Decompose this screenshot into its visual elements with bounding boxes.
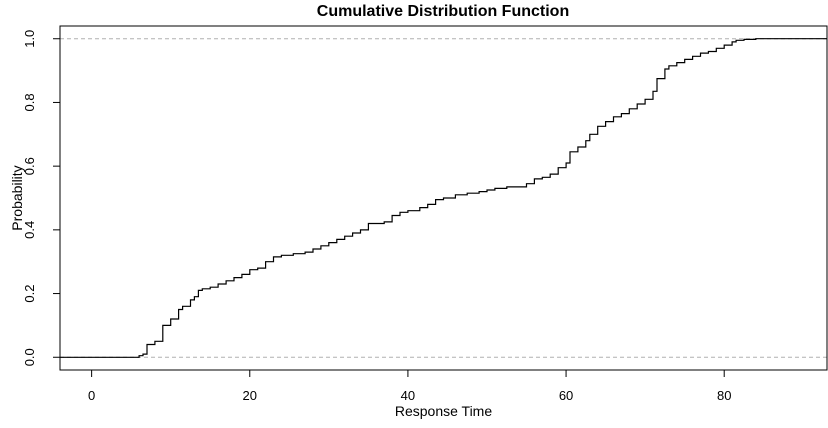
chart-title: Cumulative Distribution Function [317,3,569,20]
plot-frame [59,25,828,371]
cdf-step-line [60,38,827,358]
y-axis: 0.0 0.2 0.4 0.6 0.8 1.0 [22,30,60,366]
y-tick-label: 1.0 [22,30,37,48]
x-axis-label: Response Time [395,403,492,419]
x-axis: 0 20 40 60 80 [88,370,731,403]
x-tick-label: 20 [243,388,257,403]
y-tick-label: 0.2 [22,285,37,303]
y-tick-label: 0.8 [22,93,37,111]
x-tick-label: 80 [717,388,731,403]
y-axis-label: Probability [9,165,25,230]
y-tick-label: 0.0 [22,348,37,366]
x-tick-label: 0 [88,388,95,403]
x-tick-label: 60 [559,388,573,403]
y-tick-label: 0.6 [22,157,37,175]
reference-lines [60,38,827,358]
x-tick-label: 40 [401,388,415,403]
y-tick-label: 0.4 [22,221,37,239]
